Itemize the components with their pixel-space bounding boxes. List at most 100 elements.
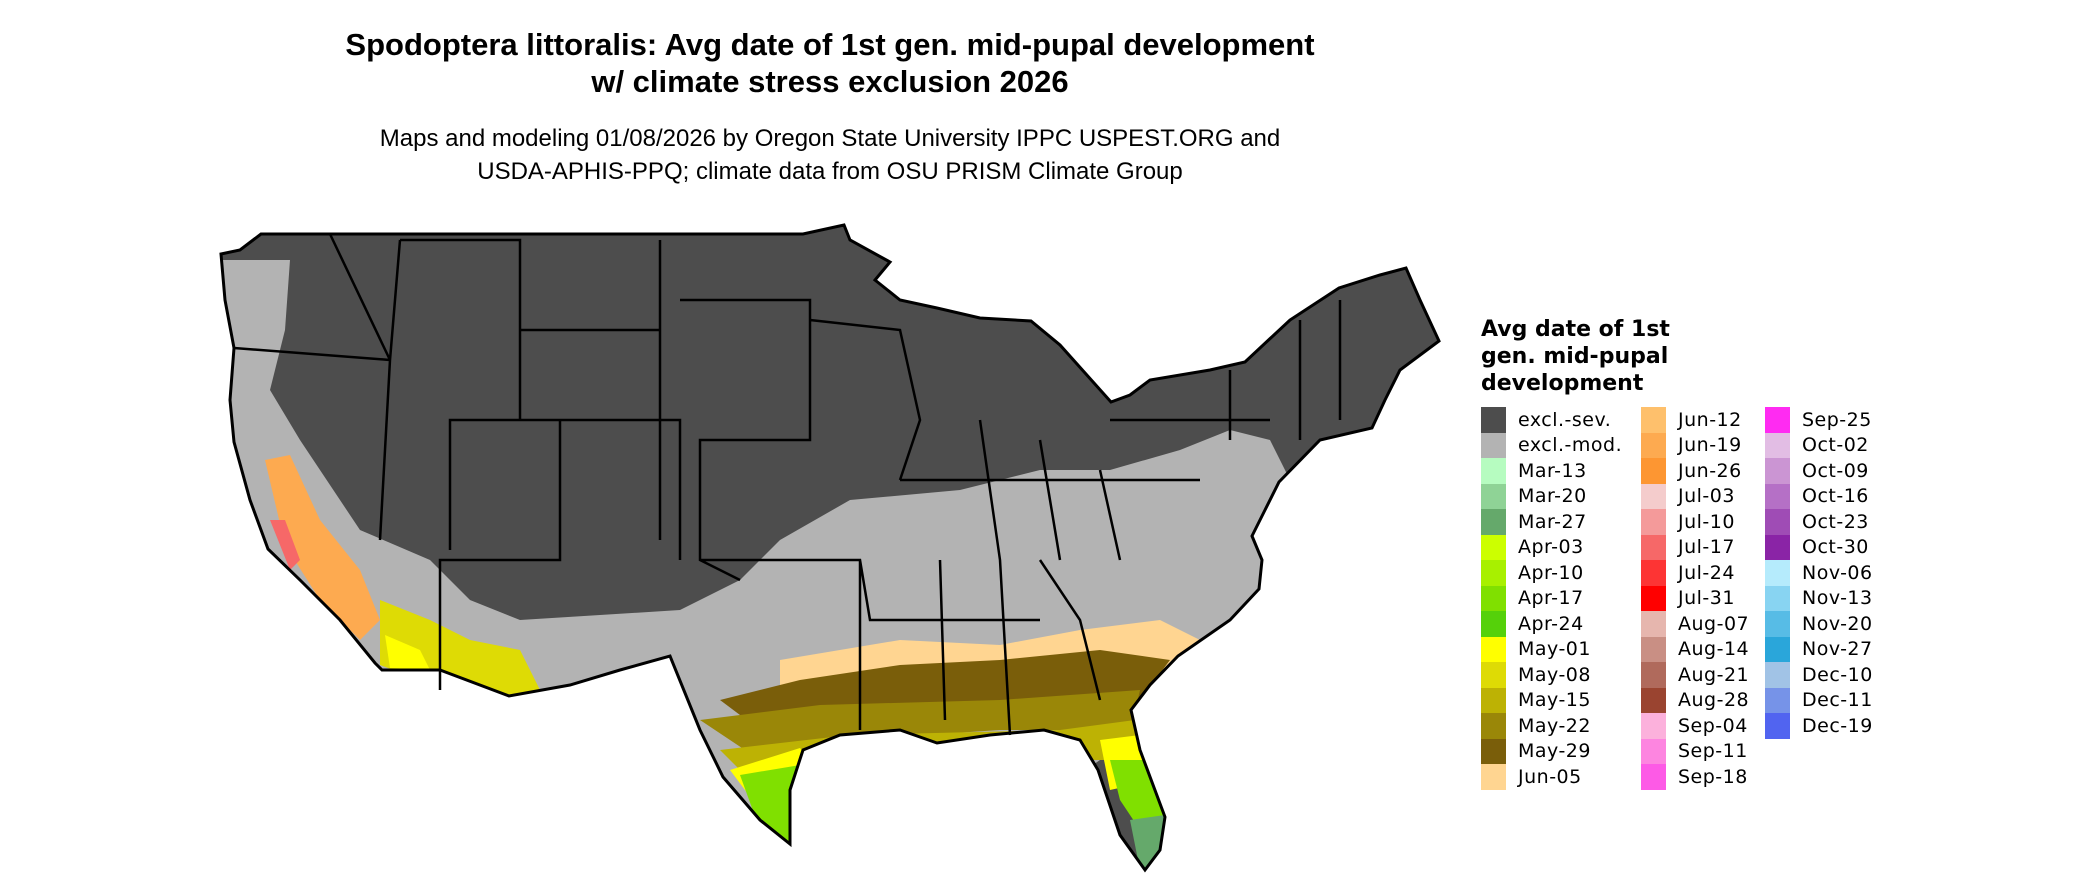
legend-label: Jul-31 <box>1678 587 1735 610</box>
legend-label: May-01 <box>1518 638 1591 661</box>
legend-item: Apr-10 <box>1481 560 1584 586</box>
region-may01-sw <box>385 635 430 670</box>
legend-swatch <box>1765 560 1790 586</box>
map-title: Spodoptera littoralis: Avg date of 1st g… <box>230 26 1430 100</box>
legend-item: Oct-09 <box>1765 458 1869 484</box>
legend-swatch <box>1481 432 1506 458</box>
legend-item: May-15 <box>1481 687 1591 713</box>
legend-item: Jun-26 <box>1641 458 1742 484</box>
map-subtitle: Maps and modeling 01/08/2026 by Oregon S… <box>230 122 1430 188</box>
legend-label: Apr-03 <box>1518 536 1584 559</box>
legend-swatch <box>1481 713 1506 739</box>
legend-item: Sep-25 <box>1765 407 1872 433</box>
legend-label: Aug-07 <box>1678 612 1750 635</box>
legend-label: Oct-30 <box>1802 536 1869 559</box>
legend-swatch <box>1765 509 1790 535</box>
legend-item: excl.-sev. <box>1481 407 1611 433</box>
legend-swatch <box>1481 458 1506 484</box>
legend-swatch <box>1641 407 1666 433</box>
legend-label: Jun-26 <box>1678 459 1742 482</box>
legend-swatch <box>1641 483 1666 509</box>
legend-swatch <box>1481 738 1506 764</box>
legend-swatch <box>1641 432 1666 458</box>
legend-swatch <box>1481 483 1506 509</box>
legend-label: excl.-sev. <box>1518 408 1612 431</box>
legend-swatch <box>1481 407 1506 433</box>
legend-title-line: development <box>1481 371 1644 396</box>
legend-swatch <box>1641 636 1666 662</box>
legend-item: Nov-06 <box>1765 560 1873 586</box>
legend-item: Mar-20 <box>1481 483 1587 509</box>
legend-swatch <box>1481 662 1506 688</box>
legend-label: May-22 <box>1518 714 1591 737</box>
legend-label: Mar-13 <box>1518 459 1587 482</box>
legend-item: Mar-27 <box>1481 509 1587 535</box>
legend-swatch <box>1641 509 1666 535</box>
legend-item: Mar-13 <box>1481 458 1587 484</box>
map-title-line2: w/ climate stress exclusion 2026 <box>591 64 1069 99</box>
legend-swatch <box>1765 432 1790 458</box>
legend-swatch <box>1765 534 1790 560</box>
legend-label: May-15 <box>1518 689 1591 712</box>
legend-swatch <box>1641 687 1666 713</box>
legend-label: Nov-27 <box>1802 638 1873 661</box>
legend-label: Oct-23 <box>1802 510 1869 533</box>
legend-swatch <box>1765 585 1790 611</box>
legend-item: May-29 <box>1481 738 1591 764</box>
legend-item: Jul-24 <box>1641 560 1735 586</box>
legend-label: Oct-02 <box>1802 434 1869 457</box>
legend-label: Aug-28 <box>1678 689 1750 712</box>
legend-swatch <box>1641 560 1666 586</box>
legend-label: Nov-06 <box>1802 561 1873 584</box>
legend-label: Aug-14 <box>1678 638 1750 661</box>
legend-label: Nov-20 <box>1802 612 1873 635</box>
legend-swatch <box>1641 713 1666 739</box>
legend-label: Dec-10 <box>1802 663 1873 686</box>
legend-label: Apr-24 <box>1518 612 1584 635</box>
legend-label: Aug-21 <box>1678 663 1750 686</box>
legend-swatch <box>1481 636 1506 662</box>
legend-label: Oct-09 <box>1802 459 1869 482</box>
legend-label: Oct-16 <box>1802 485 1869 508</box>
legend-item: Apr-03 <box>1481 534 1584 560</box>
legend-item: Dec-11 <box>1765 687 1873 713</box>
legend-label: Dec-19 <box>1802 714 1873 737</box>
legend-label: Jul-17 <box>1678 536 1735 559</box>
legend-label: Jul-03 <box>1678 485 1735 508</box>
legend-label: Dec-11 <box>1802 689 1873 712</box>
legend-swatch <box>1765 483 1790 509</box>
legend-label: Apr-10 <box>1518 561 1584 584</box>
legend-swatch <box>1765 636 1790 662</box>
legend-label: excl.-mod. <box>1518 434 1623 457</box>
legend-swatch <box>1481 611 1506 637</box>
legend-label: May-29 <box>1518 740 1591 763</box>
legend-label: Jun-12 <box>1678 408 1742 431</box>
state-borders <box>233 233 1342 736</box>
legend-item: Aug-14 <box>1641 636 1750 662</box>
legend-item: Jul-03 <box>1641 483 1735 509</box>
legend-label: Jul-10 <box>1678 510 1735 533</box>
map-subtitle-line2: USDA-APHIS-PPQ; climate data from OSU PR… <box>477 158 1183 185</box>
legend-item: May-01 <box>1481 636 1591 662</box>
legend-item: Oct-02 <box>1765 432 1869 458</box>
legend-item: Aug-28 <box>1641 687 1750 713</box>
legend-swatch <box>1765 611 1790 637</box>
legend-title-line: Avg date of 1st <box>1481 317 1670 342</box>
legend-item: Oct-16 <box>1765 483 1869 509</box>
legend-swatch <box>1641 458 1666 484</box>
legend-swatch <box>1641 662 1666 688</box>
legend-label: Sep-11 <box>1678 740 1748 763</box>
region-jul <box>270 520 300 570</box>
legend-label: Jun-05 <box>1518 765 1582 788</box>
legend-label: Sep-04 <box>1678 714 1748 737</box>
legend-item: Nov-20 <box>1765 611 1873 637</box>
legend-label: May-08 <box>1518 663 1591 686</box>
legend-item: excl.-mod. <box>1481 432 1623 458</box>
legend-item: May-08 <box>1481 662 1591 688</box>
legend-item: Aug-07 <box>1641 611 1749 637</box>
legend-item: Apr-17 <box>1481 585 1584 611</box>
legend-label: Jun-19 <box>1678 434 1742 457</box>
legend-swatch <box>1641 585 1666 611</box>
legend-swatch <box>1765 662 1790 688</box>
